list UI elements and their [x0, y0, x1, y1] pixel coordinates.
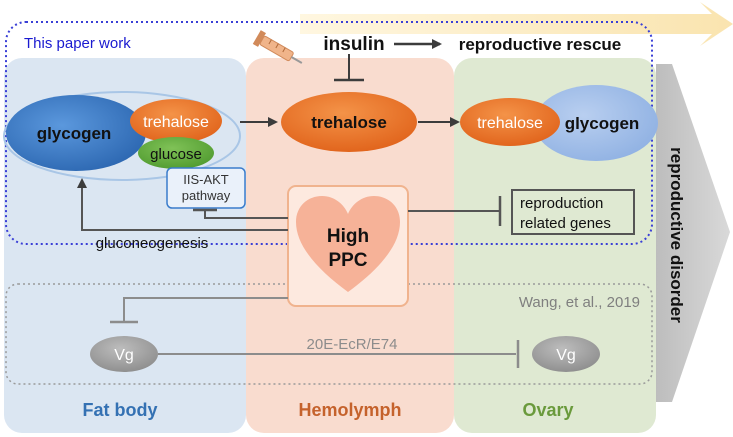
- ovary-trehalose-label: trehalose: [477, 115, 543, 132]
- genes-line2: related genes: [520, 215, 611, 232]
- high-ppc-line2: PPC: [328, 250, 367, 271]
- fat-body-trehalose-label: trehalose: [143, 114, 209, 131]
- genes-bracket: [511, 189, 635, 235]
- heart-icon: [296, 196, 400, 292]
- fat-body-outer-ring: [3, 91, 241, 181]
- ppc-inhibit-vg-line: [123, 297, 288, 322]
- ovary-label: Ovary: [522, 400, 573, 420]
- fat-body-trehalose-node: [130, 99, 222, 143]
- gluconeogenesis-label: gluconeogenesis: [96, 235, 209, 252]
- side-label: reproductive disorder: [667, 147, 686, 323]
- rescue-banner: [300, 2, 733, 46]
- fat-body-glucose-label: glucose: [150, 146, 202, 163]
- iis-akt-line2: pathway: [182, 188, 231, 203]
- fat-body-glycogen-label: glycogen: [37, 124, 112, 143]
- ovary-glycogen-node: [534, 85, 658, 161]
- ovary-trehalose-node: [460, 98, 560, 146]
- hemolymph-label: Hemolymph: [298, 400, 401, 420]
- insulin-label: insulin: [323, 34, 384, 55]
- genes-line1: reproduction: [520, 195, 603, 212]
- ovary-glycogen-label: glycogen: [565, 114, 640, 133]
- ovary-vg-node: [532, 336, 600, 372]
- fat-body-glucose-node: [138, 137, 214, 169]
- citation: Wang, et al., 2019: [519, 294, 640, 311]
- hemolymph-trehalose-node: [281, 92, 417, 152]
- gluconeogenesis-arrow: [77, 178, 288, 231]
- fat-body-glycogen-node: [6, 95, 146, 171]
- box-title: This paper work: [24, 35, 131, 52]
- ppc-inhibit-iis-line: [204, 210, 288, 219]
- reproductive-rescue-label: reproductive rescue: [459, 35, 622, 54]
- iis-akt-box: [166, 167, 246, 209]
- reproductive-disorder-arrow: [656, 64, 730, 402]
- hemolymph-trehalose-label: trehalose: [311, 113, 387, 132]
- pathway-label: 20E-EcR/E74: [307, 336, 398, 353]
- syringe-icon: [252, 30, 303, 64]
- fat-body-vg-node: [90, 336, 158, 372]
- fat-body-label: Fat body: [83, 400, 158, 420]
- iis-akt-line1: IIS-AKT: [183, 172, 229, 187]
- fat-body-vg-label: Vg: [114, 347, 134, 364]
- high-ppc-line1: High: [327, 226, 369, 247]
- ovary-vg-label: Vg: [556, 347, 576, 364]
